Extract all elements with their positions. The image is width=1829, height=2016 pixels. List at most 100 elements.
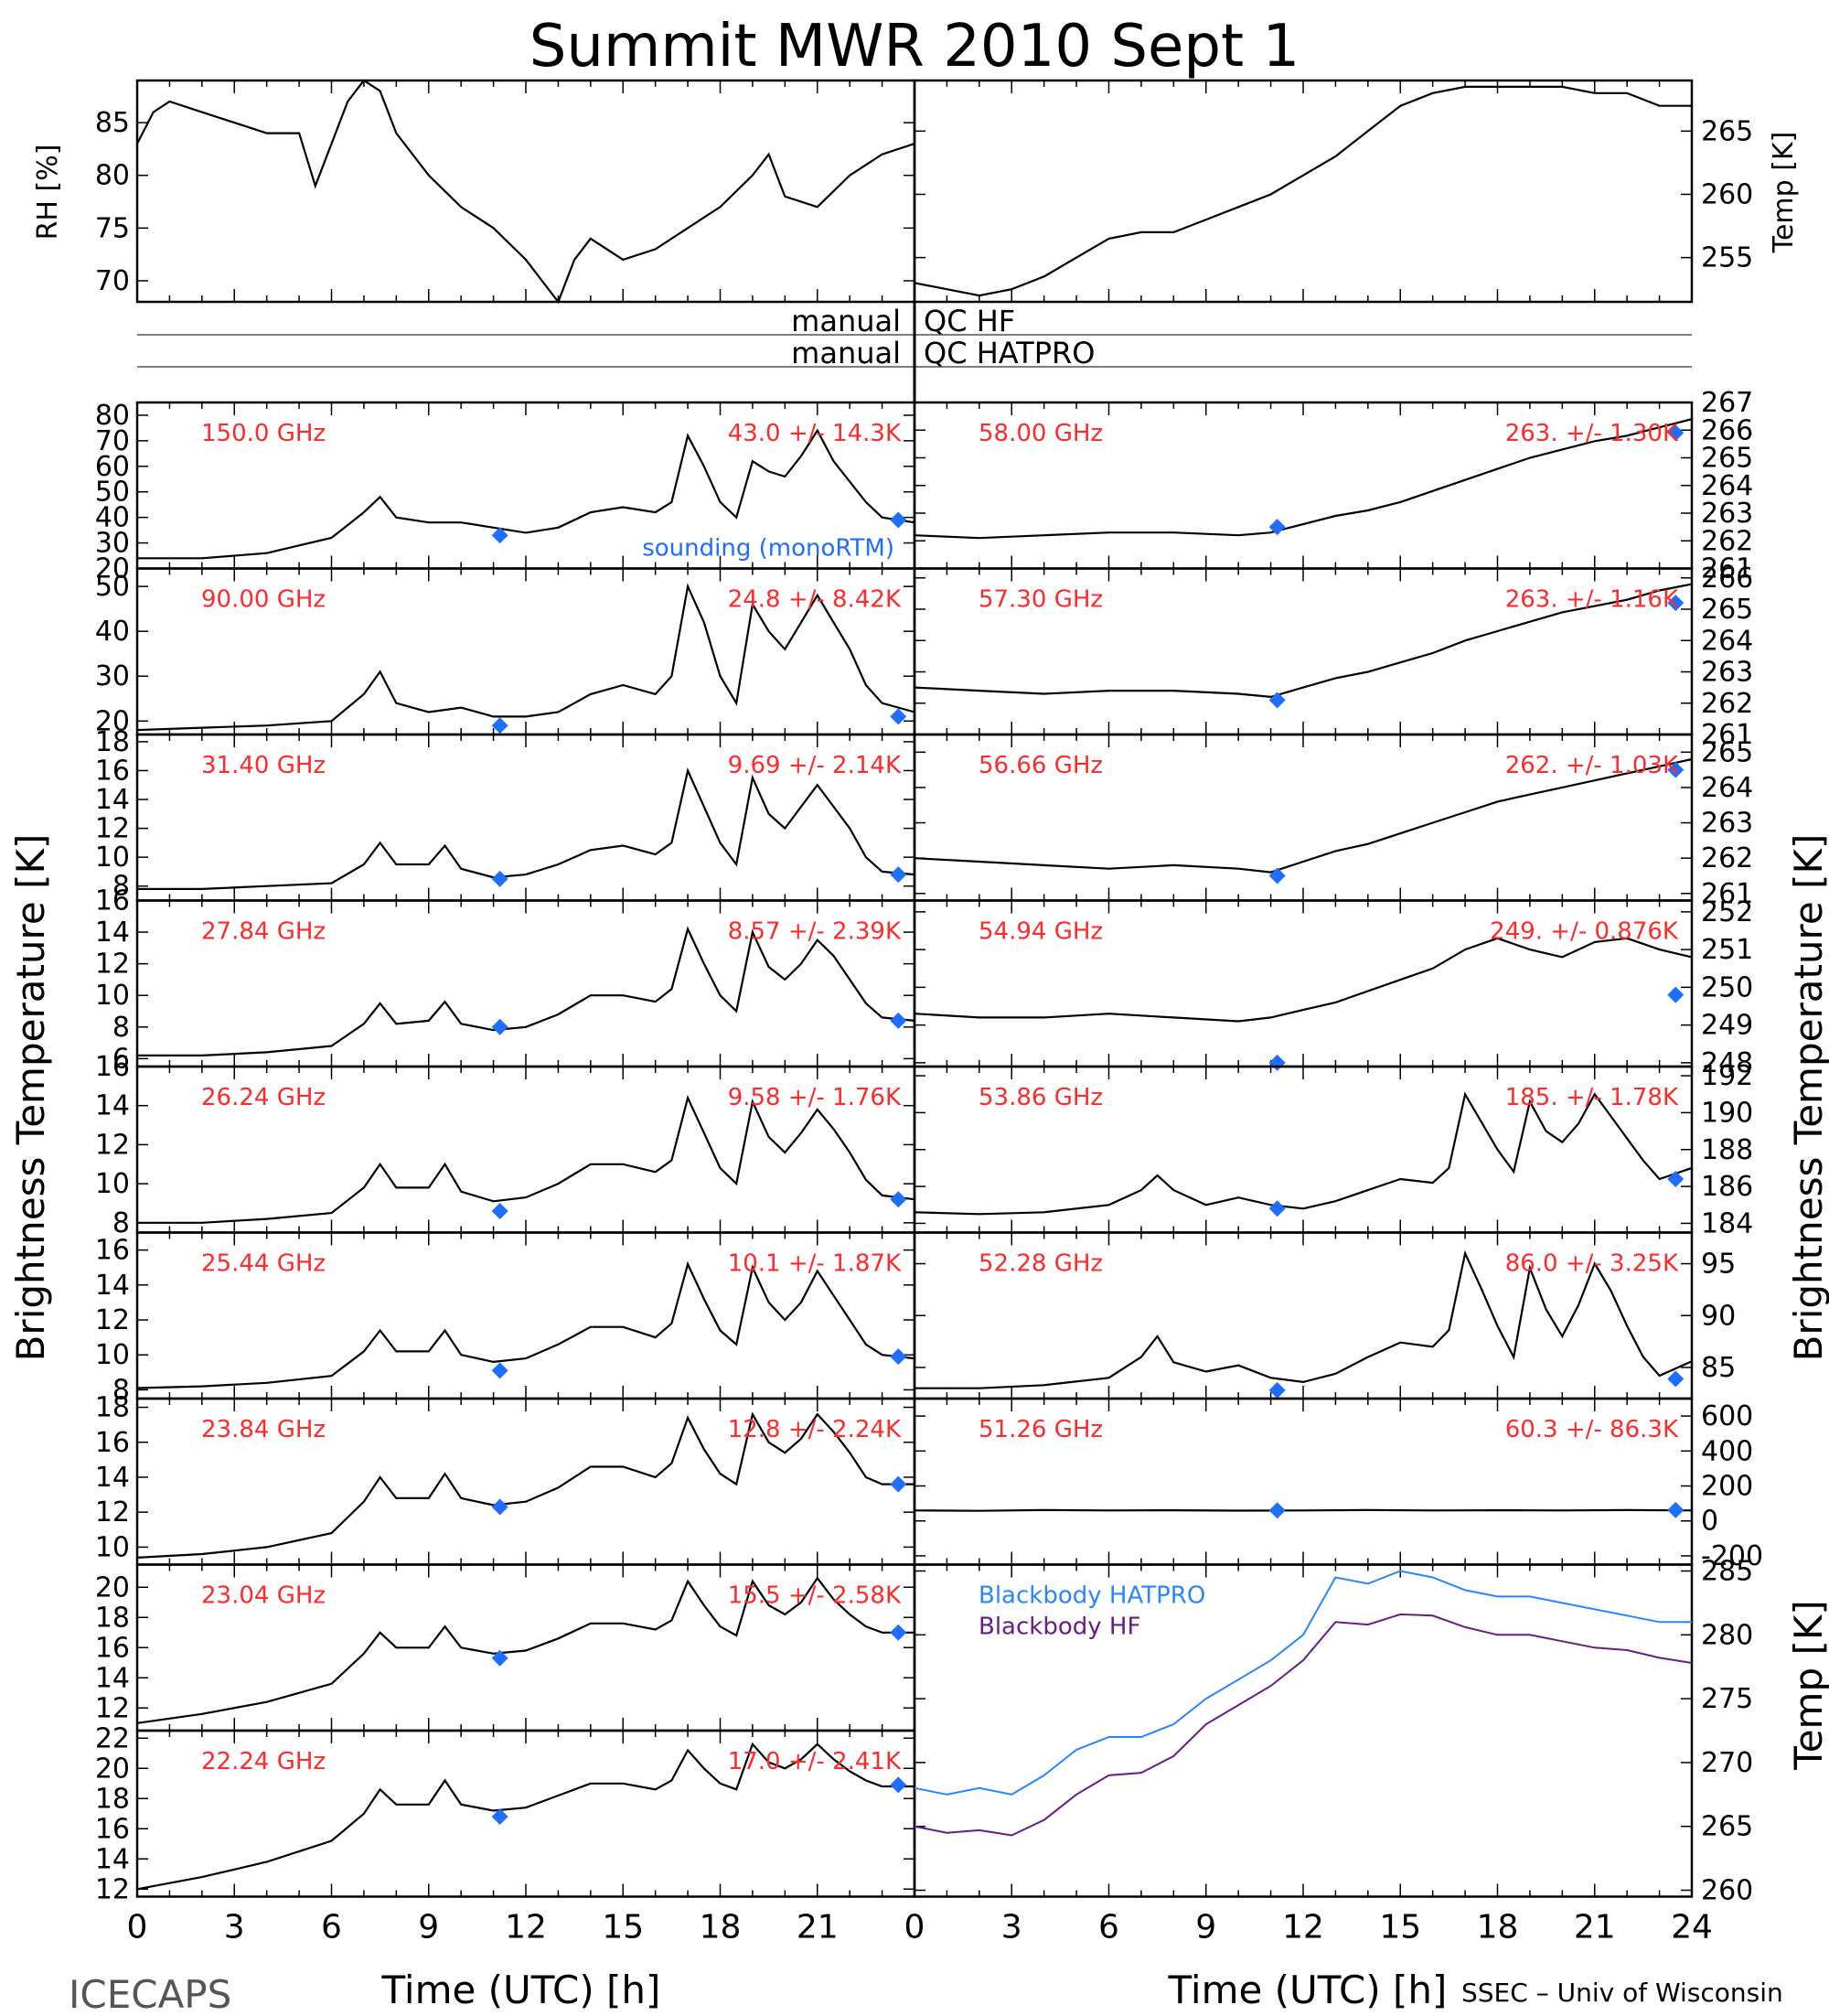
y-tick-label: 264 [1701, 470, 1753, 502]
left-y-axis-label: Brightness Temperature [K] [8, 834, 53, 1362]
y-tick-label: 16 [95, 885, 130, 917]
x-tick-label: 21 [1574, 1909, 1616, 1946]
sounding-point [491, 870, 508, 887]
y-tick-label: 16 [95, 1235, 130, 1267]
trace-line [136, 583, 915, 732]
frequency-label: 31.40 GHz [201, 752, 326, 779]
frequency-label: 52.28 GHz [979, 1250, 1103, 1278]
y-tick-label: 251 [1701, 934, 1753, 966]
y-tick-label: 264 [1701, 772, 1753, 804]
stat-label: 17.0 +/- 2.41K [728, 1748, 902, 1775]
y-tick-label: 265 [1701, 1811, 1753, 1843]
x-tick-label: 18 [1477, 1909, 1519, 1946]
panel-53.86: 184 186 188 190 192 53.86 GHz 185. +/- 1.78K [913, 1060, 1753, 1239]
frequency-label: 51.26 GHz [979, 1416, 1103, 1443]
x-tick-label: 6 [321, 1909, 342, 1946]
y-tick-label: 255 [1701, 242, 1753, 274]
y-tick-label: 40 [95, 502, 130, 534]
y-tick-label: 16 [95, 1427, 130, 1459]
panel-26.24: 8 10 12 14 16 26.24 GHz 9.58 +/- 1.76K [95, 1051, 916, 1239]
trace-line [914, 937, 1693, 1023]
stat-label: 43.0 +/- 14.3K [728, 420, 902, 447]
y-tick-label: 14 [95, 784, 130, 816]
y-tick-label: 14 [95, 1662, 130, 1694]
y-tick-label: 266 [1701, 563, 1753, 595]
y-tick-label: 12 [95, 1496, 130, 1528]
frequency-label: 150.0 GHz [201, 420, 326, 447]
frequency-label: 54.94 GHz [979, 918, 1103, 946]
sounding-point [890, 708, 907, 725]
trace-line [136, 1260, 915, 1389]
y-tick-label: 16 [95, 755, 130, 787]
stat-label: 9.69 +/- 2.14K [728, 752, 902, 779]
y-tick-label: 249 [1701, 1010, 1753, 1042]
y-tick-label: 186 [1701, 1171, 1753, 1203]
y-tick-label: 263 [1701, 657, 1753, 689]
sounding-point [1268, 1054, 1286, 1071]
y-tick-label: 18 [95, 726, 130, 758]
series-line-hf [914, 1613, 1693, 1837]
frequency-label: 56.66 GHz [979, 752, 1103, 779]
y-tick-label: 12 [95, 1129, 130, 1161]
trace-line [914, 85, 1692, 297]
y-tick-label: 50 [95, 477, 130, 509]
y-tick-label: 14 [95, 1462, 130, 1494]
y-tick-label: 0 [1701, 1506, 1718, 1538]
frequency-label: 25.44 GHz [201, 1250, 326, 1278]
y-tick-label: 262 [1701, 688, 1753, 720]
panel-rh: 70 75 80 85 [95, 79, 916, 305]
y-tick-label: 200 [1701, 1471, 1753, 1503]
y-tick-label: 263 [1701, 498, 1753, 530]
frequency-label: 90.00 GHz [201, 586, 326, 614]
sounding-point [491, 1018, 508, 1035]
y-tick-label: 252 [1701, 896, 1753, 928]
x-tick-label: 3 [1001, 1909, 1022, 1946]
x-axis-label-right: Time (UTC) [h] [1168, 1968, 1448, 2012]
y-tick-label: 14 [95, 1270, 130, 1302]
footer-left: ICECAPS [69, 1972, 231, 2012]
stat-label: 10.1 +/- 1.87K [728, 1250, 902, 1278]
sounding-point [890, 866, 907, 884]
y-tick-label: 12 [95, 1692, 130, 1724]
trace-line [914, 1508, 1693, 1512]
y-tick-label: 8 [112, 1374, 130, 1406]
y-tick-label: 250 [1701, 971, 1753, 1003]
y-tick-label: 184 [1701, 1207, 1753, 1239]
sounding-point [491, 1808, 508, 1826]
y-tick-label: 10 [95, 1168, 130, 1200]
y-tick-label: 10 [95, 980, 130, 1012]
y-tick-label: 20 [95, 553, 130, 585]
sounding-point [890, 1012, 907, 1029]
sounding-point [1268, 1502, 1286, 1519]
sounding-point [1667, 595, 1685, 612]
y-tick-label: 85 [1701, 1352, 1736, 1384]
x-tick-label: 21 [797, 1909, 839, 1946]
frequency-label: 58.00 GHz [979, 420, 1103, 447]
y-tick-label: 20 [95, 705, 130, 737]
y-tick-label: 18 [95, 1392, 130, 1424]
y-tick-label: 20 [95, 1753, 130, 1785]
y-tick-label: 600 [1701, 1400, 1753, 1432]
frequency-label: 23.84 GHz [201, 1416, 326, 1443]
y-tick-label: 10 [95, 1339, 130, 1371]
sounding-point [491, 527, 508, 544]
frequency-label: 53.86 GHz [979, 1084, 1103, 1111]
y-tick-label: 80 [95, 160, 130, 192]
qc-label-hf: QC HF [924, 304, 1015, 338]
trace-line [914, 757, 1693, 874]
y-tick-label: 22 [95, 1722, 130, 1754]
y-tick-label: 265 [1701, 594, 1753, 626]
x-tick-label: 15 [602, 1909, 644, 1946]
legend-entry: Blackbody HATPRO [979, 1582, 1205, 1610]
y-tick-label: 265 [1701, 115, 1753, 147]
y-tick-label: 275 [1701, 1683, 1753, 1715]
y-tick-label: -200 [1701, 1540, 1763, 1572]
sounding-point [890, 1624, 907, 1641]
